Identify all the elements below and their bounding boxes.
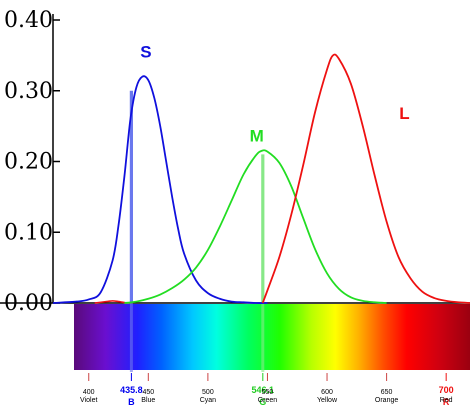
y-tick-label: 0.00 [4, 291, 53, 316]
series-line-red-bump [94, 300, 128, 304]
spectrum-band [74, 304, 470, 370]
color-name-label: Cyan [200, 397, 216, 404]
series-line-S [52, 75, 268, 304]
y-tick-label: 0.30 [4, 79, 53, 104]
primary-markers [129, 90, 265, 372]
y-tick-label: 0.20 [4, 150, 53, 175]
wavelength-tick-label: 400 [83, 389, 95, 396]
series-label-S: S [140, 42, 151, 61]
series-line-M [124, 149, 387, 304]
series-lines [52, 53, 470, 304]
y-tick-label: 0.40 [4, 8, 53, 33]
color-name-label: Violet [80, 397, 97, 404]
color-name-label: Blue [141, 397, 155, 404]
color-name-label: Red [440, 397, 453, 404]
color-name-label: Green [258, 397, 278, 404]
primary-name-label: G [259, 397, 266, 407]
color-name-label: Yellow [317, 397, 338, 404]
color-name-label: Orange [375, 397, 398, 404]
wavelength-tick-label: 600 [321, 389, 333, 396]
wavelength-tick-label: 550 [262, 389, 274, 396]
series-labels: S M L [140, 42, 409, 145]
primary-name-label: R [443, 397, 450, 407]
primary-wavelength-label: 546.1 [252, 385, 275, 395]
primary-wavelength-label: 435.8 [120, 385, 143, 395]
wavelength-tick-label: 450 [142, 389, 154, 396]
primary-wavelength-label: 700 [439, 385, 454, 395]
series-line-L [261, 53, 470, 304]
y-tick-label: 0.10 [4, 220, 53, 245]
wavelength-tick-label: 500 [202, 389, 214, 396]
y-axis: 0.00 0.10 0.20 0.30 0.40 [0, 8, 470, 316]
series-label-M: M [250, 127, 264, 146]
primary-name-label: B [128, 397, 135, 407]
spectrum-rect [74, 304, 470, 370]
wavelength-tick-label: 650 [381, 389, 393, 396]
series-label-L: L [399, 104, 409, 123]
